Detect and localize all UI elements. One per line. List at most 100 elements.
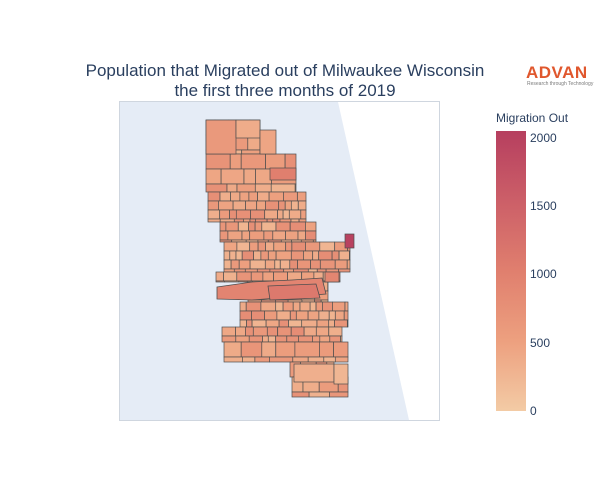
census-tract[interactable] xyxy=(289,259,298,270)
census-tract[interactable] xyxy=(274,259,281,270)
census-tract[interactable] xyxy=(249,218,256,223)
census-tract[interactable] xyxy=(218,200,234,211)
census-tract[interactable] xyxy=(328,319,335,328)
census-tract[interactable] xyxy=(277,326,292,337)
census-tract[interactable] xyxy=(235,335,250,343)
census-tract[interactable] xyxy=(233,218,244,223)
census-tract[interactable] xyxy=(346,259,351,270)
census-tract[interactable] xyxy=(219,209,230,220)
census-tract[interactable] xyxy=(205,183,228,193)
census-tract[interactable] xyxy=(230,191,241,202)
census-tract[interactable] xyxy=(254,183,272,193)
census-tract[interactable] xyxy=(289,221,306,232)
census-tract[interactable] xyxy=(249,241,259,252)
census-tract[interactable] xyxy=(238,259,251,270)
census-tract[interactable] xyxy=(319,341,334,358)
census-tract[interactable] xyxy=(340,335,343,343)
census-tract[interactable] xyxy=(316,319,330,328)
census-tract[interactable] xyxy=(264,310,278,321)
census-tract[interactable] xyxy=(291,391,310,398)
census-tract[interactable] xyxy=(275,221,291,232)
census-tract[interactable] xyxy=(294,341,320,358)
census-tract[interactable] xyxy=(307,356,325,363)
census-tract[interactable] xyxy=(307,310,320,321)
census-tract[interactable] xyxy=(223,356,243,363)
tract-highest-migration[interactable] xyxy=(344,233,355,249)
census-tract[interactable] xyxy=(332,301,346,312)
census-tract[interactable] xyxy=(242,356,256,363)
census-tract[interactable] xyxy=(233,268,246,273)
census-tract[interactable] xyxy=(241,250,254,261)
census-tract[interactable] xyxy=(246,319,253,328)
census-tract[interactable] xyxy=(205,119,237,155)
census-tract[interactable] xyxy=(249,230,265,241)
census-tract[interactable] xyxy=(273,271,288,282)
census-tract[interactable] xyxy=(263,230,274,241)
census-tract[interactable] xyxy=(223,268,235,273)
census-tract[interactable] xyxy=(343,310,349,321)
census-tract[interactable] xyxy=(240,153,266,170)
census-tract[interactable] xyxy=(229,250,237,261)
census-tract[interactable] xyxy=(303,326,317,337)
census-tract[interactable] xyxy=(244,268,258,273)
census-tract[interactable] xyxy=(265,153,286,170)
census-tract[interactable] xyxy=(308,391,330,398)
census-tract[interactable] xyxy=(323,356,336,363)
census-tract[interactable] xyxy=(305,230,317,241)
map-area[interactable] xyxy=(119,101,440,421)
census-tract[interactable] xyxy=(227,230,243,241)
census-tract[interactable] xyxy=(319,259,336,270)
census-tract[interactable] xyxy=(207,200,219,211)
census-tract[interactable] xyxy=(254,221,263,232)
census-tract[interactable] xyxy=(248,221,256,232)
census-tract[interactable] xyxy=(239,319,247,328)
census-tract[interactable] xyxy=(334,259,348,270)
census-tract[interactable] xyxy=(260,250,269,261)
census-tract[interactable] xyxy=(318,250,333,261)
census-tract[interactable] xyxy=(219,191,231,202)
census-tract[interactable] xyxy=(224,280,240,283)
census-tract[interactable] xyxy=(236,241,251,252)
census-tract[interactable] xyxy=(329,391,349,398)
census-tract[interactable] xyxy=(235,250,243,261)
census-tract[interactable] xyxy=(312,335,321,343)
census-tract[interactable] xyxy=(286,335,299,343)
census-tract[interactable] xyxy=(272,230,286,241)
census-tract[interactable] xyxy=(344,301,349,312)
census-tract[interactable] xyxy=(230,259,240,270)
census-tract[interactable] xyxy=(290,218,300,223)
census-tract[interactable] xyxy=(221,335,237,343)
census-tract[interactable] xyxy=(275,301,284,312)
census-tract[interactable] xyxy=(223,259,232,270)
census-tract[interactable] xyxy=(261,221,277,232)
tract-high-migration[interactable] xyxy=(324,271,340,283)
census-tract[interactable] xyxy=(284,153,297,170)
census-tract[interactable] xyxy=(251,310,265,321)
census-tract[interactable] xyxy=(312,250,320,261)
census-tract[interactable] xyxy=(229,153,242,170)
census-tract[interactable] xyxy=(279,259,291,270)
census-tract[interactable] xyxy=(223,271,238,282)
census-tract[interactable] xyxy=(315,301,323,312)
census-tract[interactable] xyxy=(266,326,278,337)
census-tract[interactable] xyxy=(243,168,256,185)
census-tract[interactable] xyxy=(292,356,309,363)
census-tract[interactable] xyxy=(334,310,345,321)
census-tract[interactable] xyxy=(257,241,266,252)
census-tract[interactable] xyxy=(265,319,280,328)
census-tract[interactable] xyxy=(346,319,349,328)
census-tract[interactable] xyxy=(260,301,277,312)
census-tract[interactable] xyxy=(207,191,221,202)
census-tract[interactable] xyxy=(261,341,277,358)
census-tract[interactable] xyxy=(226,183,238,193)
census-tract[interactable] xyxy=(262,271,274,282)
census-tract[interactable] xyxy=(298,218,307,223)
census-tract[interactable] xyxy=(235,209,251,220)
census-tract[interactable] xyxy=(301,319,318,328)
census-tract[interactable] xyxy=(297,259,311,270)
census-tract[interactable] xyxy=(315,326,330,337)
census-tract[interactable] xyxy=(305,241,321,252)
census-tract[interactable] xyxy=(267,335,276,343)
census-tract[interactable] xyxy=(255,168,272,185)
census-tract[interactable] xyxy=(297,191,307,202)
